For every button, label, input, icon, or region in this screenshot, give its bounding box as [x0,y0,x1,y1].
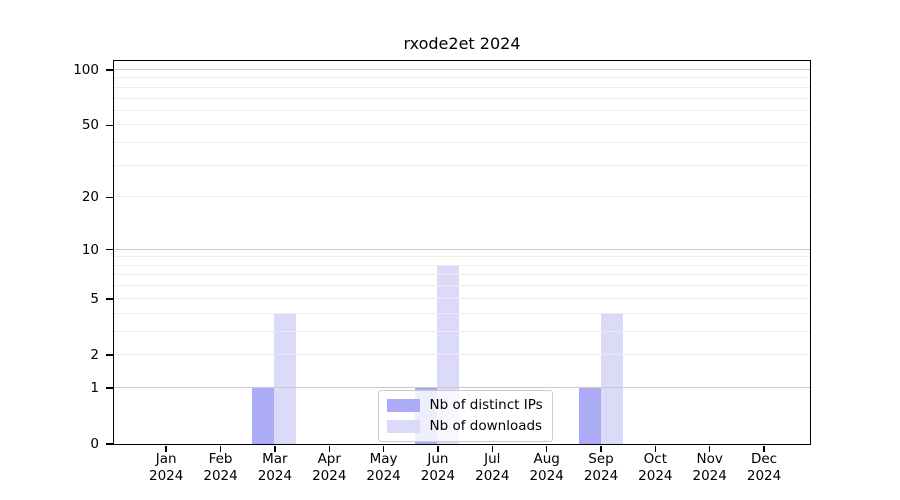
gridline-minor [113,86,810,88]
gridline-minor [113,142,810,144]
y-tick-label: 0 [90,436,99,452]
x-tick-label: Feb 2024 [203,451,238,484]
x-tick-label: May 2024 [366,451,401,484]
x-axis-tick [708,445,711,452]
gridline-minor [113,330,810,332]
y-tick-label: 10 [81,241,99,258]
gridline-minor [113,124,810,126]
y-axis-tick [106,69,113,71]
gridline-minor [113,312,810,314]
x-tick-label: Aug 2024 [529,451,564,484]
y-tick-label: 100 [73,62,99,78]
x-axis-tick [437,445,439,452]
x-axis-tick [600,445,602,452]
y-tick-label: 20 [81,189,99,206]
x-axis-tick [491,445,494,452]
chart-title: rxode2et 2024 [403,34,521,53]
legend-label-downloads: Nb of downloads [429,417,543,434]
legend-item-downloads: Nb of downloads [386,417,543,435]
legend-label-distinct-ips: Nb of distinct IPs [429,396,543,413]
x-tick-label: Jun 2024 [420,451,456,484]
x-tick-label: Sep 2024 [583,451,619,484]
gridline-major [113,386,810,388]
y-axis-tick [106,354,113,356]
y-axis-tick [106,298,113,300]
y-tick-label: 1 [90,379,99,396]
plot-area: Nb of distinct IPs Nb of downloads [112,59,811,445]
gridline-minor [113,77,810,79]
legend-item-distinct-ips: Nb of distinct IPs [386,396,543,414]
y-tick-label: 50 [81,117,99,134]
x-axis-tick [274,445,276,452]
x-tick-label: Jul 2024 [475,451,510,484]
y-axis-tick [106,196,113,199]
x-tick-label: Mar 2024 [257,451,293,484]
legend-swatch-distinct-ips [386,398,420,412]
bar-distinct-ips-8 [578,387,601,444]
y-axis-tick [106,124,113,127]
gridline-major [113,248,810,250]
gridline-minor [113,109,810,111]
gridline-minor [113,256,810,258]
x-tick-label: Apr 2024 [312,451,347,484]
bar-downloads-8 [600,313,623,444]
x-axis-tick [219,445,222,452]
x-tick-label: Oct 2024 [638,451,673,484]
gridline-minor [113,97,810,99]
y-axis-tick [106,443,113,445]
y-tick-label: 5 [90,290,99,307]
gridline-minor [113,285,810,287]
gridline-minor [113,274,810,276]
legend: Nb of distinct IPs Nb of downloads [377,389,553,442]
x-axis-tick [165,445,167,452]
gridline-major [113,69,810,70]
x-tick-label: Nov 2024 [692,451,727,484]
x-axis-tick [382,445,385,452]
y-axis-tick [106,248,113,251]
gridline-minor [113,196,810,198]
bar-distinct-ips-2 [252,387,275,444]
gridline-minor [113,297,810,299]
x-axis-tick [545,445,548,452]
x-axis-tick [328,445,330,452]
legend-swatch-downloads [386,419,420,433]
gridline-minor [113,353,810,355]
x-axis-tick [654,445,657,452]
gridline-minor [113,264,810,266]
y-tick-label: 2 [90,346,99,363]
bar-downloads-2 [274,313,297,444]
gridline-minor [113,164,810,166]
x-tick-label: Jan 2024 [149,451,184,484]
x-axis-tick [763,445,765,452]
y-axis-tick [106,387,113,389]
x-tick-label: Dec 2024 [746,451,782,484]
